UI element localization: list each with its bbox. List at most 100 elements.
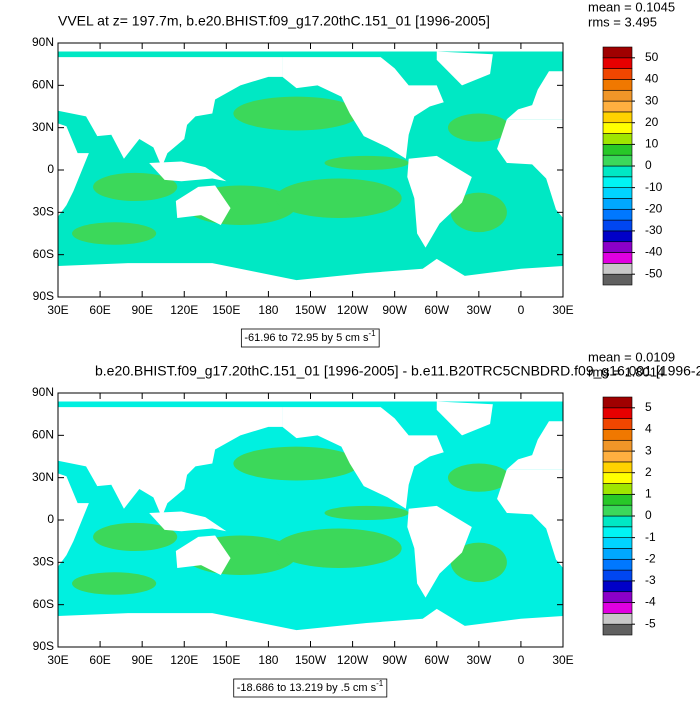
range-label-box [240, 328, 380, 348]
colorbar-label: -40 [645, 245, 663, 259]
y-tick-label: 30N [32, 470, 54, 484]
x-tick-label: 90E [131, 653, 152, 667]
y-tick-label: 60N [32, 78, 54, 92]
x-tick-label: 120E [170, 303, 198, 317]
x-tick-label: 180 [258, 303, 278, 317]
x-tick-label: 0 [518, 303, 525, 317]
land [436, 51, 493, 86]
colorbar-box [602, 208, 633, 221]
colorbar-label: 0 [645, 508, 652, 522]
stat-label: rms = 1.8014 [588, 364, 664, 379]
field-region [275, 178, 402, 218]
field-region [447, 113, 510, 142]
chart-title: VVEL at z= 197.7m, b.e20.BHIST.f09_g17.2… [58, 13, 490, 29]
colorbar-box [602, 494, 633, 506]
colorbar-box [602, 273, 633, 286]
land [175, 185, 231, 226]
x-tick-label: 180 [258, 653, 278, 667]
colorbar-box [602, 187, 633, 199]
colorbar-label: 30 [645, 93, 659, 107]
field-region [233, 446, 360, 481]
x-tick-label: 30E [552, 653, 573, 667]
colorbar-box [602, 57, 633, 69]
colorbar-label: -20 [645, 201, 663, 215]
land [58, 123, 89, 217]
x-tick-label: 30W [466, 303, 491, 317]
land [436, 401, 493, 436]
colorbar-box [602, 100, 633, 113]
colorbar-box [602, 263, 633, 275]
x-tick-label: 150E [212, 653, 240, 667]
field-region [447, 463, 510, 492]
colorbar-label: 10 [645, 137, 659, 151]
colorbar-box [602, 89, 633, 102]
colorbar-box [602, 439, 633, 452]
colorbar-box [602, 68, 633, 80]
colorbar-box [602, 111, 633, 124]
colorbar-box [602, 515, 633, 528]
colorbar-label: 0 [645, 158, 652, 172]
colorbar-box [602, 483, 633, 495]
colorbar-label: 1 [645, 487, 652, 501]
colorbar-label: 5 [645, 400, 652, 414]
range-label: -61.96 to 72.95 by 5 cm s-1 [244, 329, 376, 344]
colorbar-label: -4 [645, 595, 656, 609]
colorbar-box [602, 450, 633, 463]
colorbar-box [602, 396, 633, 409]
field-region [72, 222, 157, 245]
y-tick-label: 30S [33, 555, 54, 569]
land [497, 469, 563, 568]
stat-label: rms = 3.495 [588, 14, 657, 29]
field-region [275, 528, 402, 568]
land [497, 119, 563, 218]
colorbar-label: -50 [645, 266, 663, 280]
colorbar-box [602, 46, 633, 59]
colorbar-box [602, 144, 633, 156]
colorbar-box [602, 230, 633, 243]
colorbar-box [602, 176, 633, 188]
x-tick-label: 30W [466, 653, 491, 667]
stat-label: mean = 0.1045 [588, 0, 675, 14]
field-region [93, 522, 178, 552]
colorbar-box [602, 79, 633, 91]
colorbar-label: 50 [645, 50, 659, 64]
x-tick-label: 150E [212, 303, 240, 317]
colorbar-box [602, 504, 633, 517]
colorbar-box [602, 548, 633, 560]
x-tick-label: 120W [337, 303, 369, 317]
x-tick-label: 60E [89, 653, 110, 667]
land [506, 421, 563, 470]
land [282, 407, 444, 509]
field-region [93, 172, 178, 202]
land [58, 473, 89, 567]
land [407, 155, 472, 248]
colorbar-box [602, 472, 633, 484]
colorbar-box [602, 198, 633, 210]
y-tick-label: 60N [32, 428, 54, 442]
colorbar-box [602, 122, 633, 134]
x-tick-label: 90W [382, 653, 407, 667]
colorbar-box [602, 602, 633, 614]
land [149, 511, 227, 532]
range-label-exponent: -1 [369, 329, 377, 338]
colorbar-box [602, 252, 633, 264]
colorbar-label: 2 [645, 465, 652, 479]
field-region [324, 155, 409, 170]
colorbar-box [602, 241, 633, 253]
field-region [450, 192, 507, 233]
field-region [72, 572, 157, 595]
land [58, 57, 283, 168]
colorbar-box [602, 429, 633, 441]
colorbar-label: -3 [645, 573, 656, 587]
y-tick-label: 30N [32, 120, 54, 134]
map-field [58, 393, 563, 647]
range-label-box [233, 678, 388, 698]
colorbar-box [602, 165, 633, 178]
land [282, 57, 444, 159]
y-tick-label: 90S [33, 289, 54, 303]
field-region [233, 96, 360, 131]
range-label: -18.686 to 13.219 by .5 cm s-1 [237, 679, 384, 694]
y-tick-label: 90N [32, 385, 54, 399]
land [407, 505, 472, 598]
y-tick-label: 90N [32, 35, 54, 49]
